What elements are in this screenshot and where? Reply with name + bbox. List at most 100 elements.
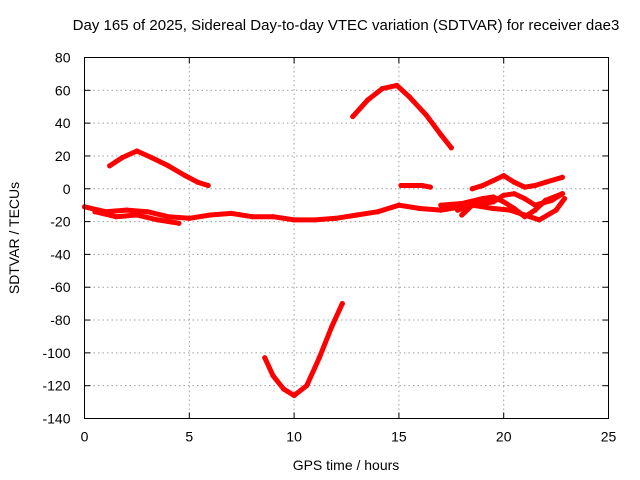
data-point [459,200,465,207]
data-point [511,191,517,197]
data-point [427,184,433,190]
data-point [438,202,444,208]
data-point [532,207,538,213]
x-tick-label: 0 [81,429,89,445]
data-point [490,177,496,184]
data-point [438,132,444,138]
data-point [448,145,454,151]
data-point [182,173,188,179]
data-point [205,182,211,189]
data-point [350,113,356,120]
data-point [522,196,528,202]
data-point [119,154,125,161]
data-point [195,179,201,185]
data-point [501,192,507,198]
data-point [316,355,322,361]
data-point [107,163,113,169]
data-point [270,214,276,220]
data-point [490,205,496,212]
data-point [134,148,140,154]
data-point [291,392,297,399]
data-point [438,207,444,213]
y-axis-label: SDTVAR / TECUs [6,182,22,294]
data-point [281,386,287,392]
data-point [113,214,119,220]
data-point [469,202,475,208]
data-point [333,215,339,221]
series-arc-2 [350,82,454,151]
data-point [549,197,555,203]
data-point [92,209,98,215]
data-point [417,205,423,212]
data-point [329,324,335,330]
data-point [375,209,381,215]
data-point [532,202,538,208]
series-arc-5 [469,173,565,192]
data-point [207,212,213,218]
data-point [522,212,528,218]
y-tick-label: -20 [50,214,70,230]
x-tick-label: 25 [601,429,617,445]
data-point [480,182,486,189]
y-tick-label: -60 [50,279,70,295]
x-tick-label: 10 [286,429,302,445]
data-point [423,112,429,118]
y-tick-label: -120 [42,378,70,394]
data-point [186,215,192,221]
axis-ticks: 0 5 10 15 20 25 80 60 40 20 0 -20 -40 -60 -80 -100 -120 -… [42,50,616,445]
series-layer [81,82,568,399]
data-point [396,202,402,208]
y-tick-label: -100 [42,345,70,361]
data-point [134,212,140,218]
data-point [262,355,268,361]
data-point [406,94,412,100]
data-point [155,217,161,223]
data-point [511,179,517,185]
data-point [536,217,542,223]
data-point [176,220,182,226]
data-point [469,186,475,192]
x-tick-label: 5 [185,429,193,445]
data-point [249,214,255,220]
series-arc-4 [398,183,433,190]
data-point [123,207,130,213]
data-point [339,301,345,307]
data-point [561,196,568,202]
data-point [501,173,507,179]
y-tick-label: 20 [55,148,71,164]
data-point [559,191,565,197]
data-point [291,217,297,223]
data-point [553,207,559,213]
data-point [522,184,528,190]
y-tick-label: 60 [55,82,71,98]
data-point [270,373,276,379]
y-tick-label: -140 [42,411,70,427]
data-point [490,199,496,205]
data-point [144,209,150,215]
y-tick-label: 40 [55,115,71,131]
data-point [398,182,404,189]
data-point [364,97,371,103]
data-point [304,383,310,389]
data-point [148,154,155,161]
x-tick-label: 15 [391,429,407,445]
data-point [559,174,565,180]
data-point [354,212,360,218]
data-point [480,196,486,202]
data-point [379,86,385,92]
plot-frame [84,57,609,419]
y-tick-label: 0 [63,181,71,197]
data-point [165,214,171,220]
data-point [312,217,318,223]
y-tick-label: 80 [55,50,71,66]
data-point [501,199,507,205]
data-point [454,207,461,213]
y-tick-label: -80 [50,312,70,328]
data-point [459,212,465,218]
data-point [543,179,549,185]
data-point [419,182,425,189]
series-arc-3 [262,301,345,398]
y-tick-label: -40 [50,246,70,262]
data-point [408,182,415,189]
